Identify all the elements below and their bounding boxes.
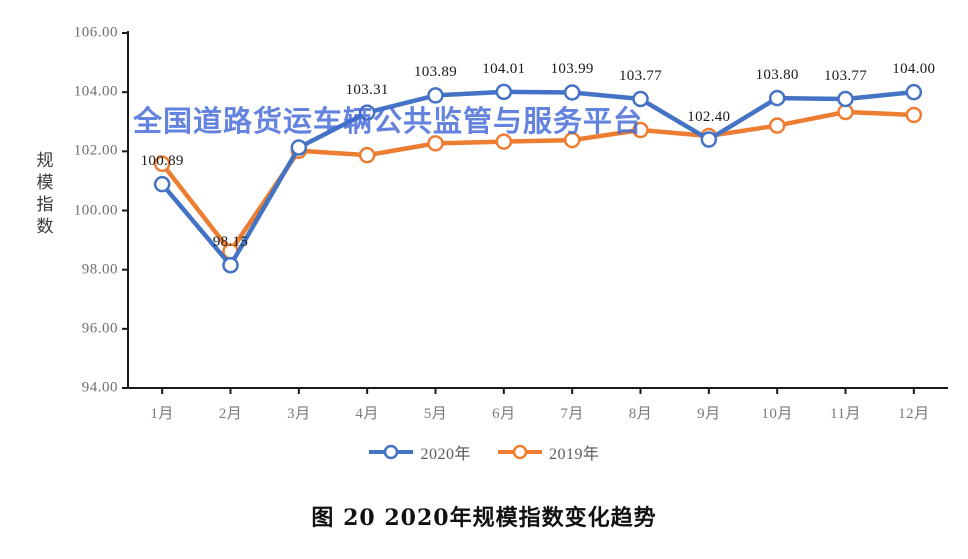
chart-canvas <box>122 31 948 394</box>
data-point-marker[interactable] <box>563 84 581 101</box>
data-point-marker[interactable] <box>632 121 649 139</box>
legend-item-2020[interactable]: 2020年 <box>368 440 471 464</box>
x-axis-tick-label: 6月 <box>492 406 516 422</box>
data-point-label: 103.31 <box>345 81 389 98</box>
data-point-marker[interactable] <box>427 135 444 152</box>
data-point-marker[interactable] <box>290 139 308 156</box>
data-point-marker[interactable] <box>358 104 376 121</box>
data-point-label: 104.00 <box>892 61 936 78</box>
data-point-marker[interactable] <box>837 90 854 108</box>
y-axis-tick-label: 106.00 <box>73 24 118 41</box>
data-point-marker[interactable] <box>700 131 718 148</box>
data-point-marker[interactable] <box>563 131 581 149</box>
data-point-marker[interactable] <box>905 106 923 124</box>
y-axis-tick-label: 104.00 <box>73 83 118 100</box>
x-axis-tick-label: 7月 <box>560 406 584 422</box>
data-point-marker[interactable] <box>427 87 444 104</box>
data-point-label: 98.15 <box>212 234 249 251</box>
data-point-label: 103.89 <box>413 64 458 81</box>
data-point-marker[interactable] <box>632 90 649 108</box>
x-axis-tick-label: 12月 <box>898 406 930 422</box>
y-axis-tick-label: 102.00 <box>73 142 118 159</box>
y-axis-tick-label: 100.00 <box>73 202 118 218</box>
legend-label-2019: 2019年 <box>549 446 600 463</box>
legend-item-2019[interactable]: 2019年 <box>497 440 600 464</box>
series-line-2020年 <box>159 89 917 268</box>
y-axis-title-char-2: 模 <box>36 173 54 193</box>
data-point-label: 103.99 <box>550 61 594 78</box>
data-point-marker[interactable] <box>358 146 376 164</box>
data-point-marker[interactable] <box>153 175 171 193</box>
data-point-marker[interactable] <box>495 83 513 101</box>
data-point-label: 102.40 <box>687 108 731 125</box>
legend-marker-2019 <box>498 444 542 460</box>
x-axis-tick-label: 8月 <box>628 406 653 422</box>
x-axis-tick-label: 3月 <box>287 406 311 422</box>
chart-legend: 2020年 2019年 <box>0 440 968 464</box>
data-point-marker[interactable] <box>153 155 171 173</box>
data-point-marker[interactable] <box>905 83 923 101</box>
series-line-2019年 <box>159 109 917 254</box>
plot-area: 94.00 96.00 98.00 100.00 102.00 104.00 106.00 1… <box>74 25 948 422</box>
x-axis-tick-label: 9月 <box>697 406 721 422</box>
data-point-label: 103.77 <box>618 67 663 84</box>
x-axis-tick-label: 4月 <box>355 406 379 422</box>
y-axis-title-char-4: 数 <box>36 217 54 237</box>
figure-caption: 图 20 2020年规模指数变化趋势 <box>311 505 657 531</box>
y-axis-title-char-3: 指 <box>36 195 54 215</box>
x-axis-tick-label: 2月 <box>218 406 243 422</box>
y-axis-title: 规 模 指 数 <box>28 150 62 238</box>
y-axis-title-char-1: 规 <box>36 151 54 171</box>
data-point-label: 103.77 <box>823 67 868 84</box>
data-point-marker[interactable] <box>768 89 786 107</box>
x-axis-tick-label: 1月 <box>150 406 174 422</box>
x-axis-tick-label: 10月 <box>761 406 793 422</box>
legend-label-2020: 2020年 <box>420 446 471 463</box>
data-point-marker[interactable] <box>768 117 786 134</box>
y-axis-tick-label: 94.00 <box>81 379 118 396</box>
y-axis-tick-label: 96.00 <box>81 320 118 337</box>
y-axis-tick-label: 98.00 <box>81 261 118 278</box>
data-point-marker[interactable] <box>222 256 239 274</box>
data-point-marker[interactable] <box>495 133 513 150</box>
x-axis-tick-label: 11月 <box>830 406 861 422</box>
legend-marker-2020 <box>369 444 414 460</box>
x-axis-tick-label: 5月 <box>423 406 448 422</box>
data-point-label: 100.89 <box>140 153 184 170</box>
data-point-label: 104.01 <box>482 60 526 77</box>
data-point-label: 103.80 <box>755 67 799 84</box>
